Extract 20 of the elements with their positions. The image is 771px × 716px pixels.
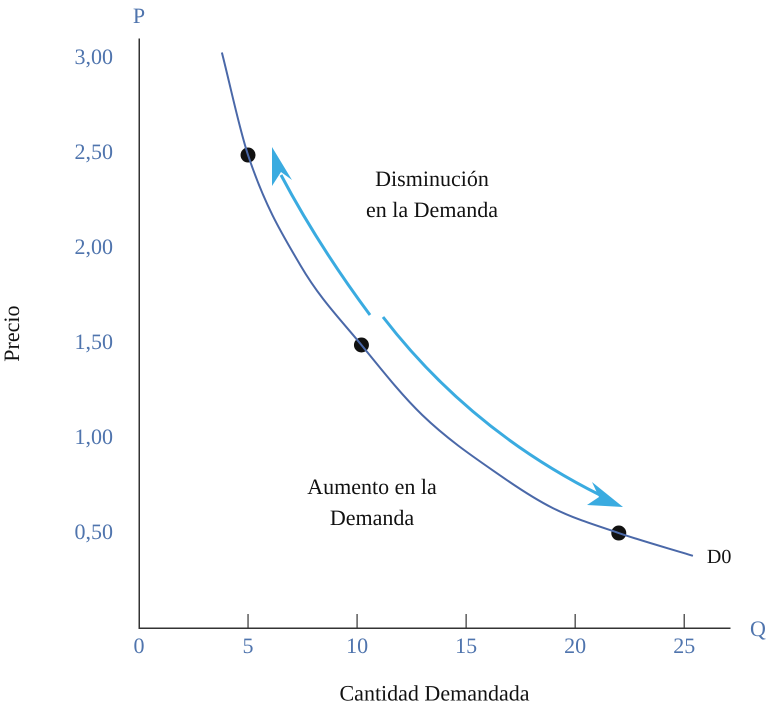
- x-tick-label: 20: [564, 632, 586, 658]
- series-label: D0: [706, 546, 732, 568]
- y-axis-title: Precio: [0, 306, 24, 362]
- y-tick-label: 2,50: [74, 138, 113, 164]
- text: Q: [750, 616, 766, 641]
- y-tick-label: 1,00: [74, 424, 113, 449]
- y-tick-label: 2,00: [74, 234, 113, 259]
- annotation: Aumento en la Demanda: [307, 474, 437, 530]
- annotation: Disminución en la Demanda: [366, 166, 498, 222]
- line-series: [220, 51, 694, 557]
- text: P: [132, 2, 146, 28]
- y-tick-label: 1,50: [74, 328, 113, 354]
- x-tick-label: 0: [134, 632, 144, 658]
- x-tick-label: 10: [346, 632, 368, 658]
- x-tick-label: 25: [673, 632, 696, 658]
- y-tick-label: 0,50: [74, 518, 113, 544]
- y-tick-label: 3,00: [74, 44, 113, 69]
- x-axis-title: Cantidad Demandada: [340, 680, 530, 706]
- x-tick-label: 5: [242, 632, 254, 658]
- x-tick-label: 15: [455, 632, 478, 658]
